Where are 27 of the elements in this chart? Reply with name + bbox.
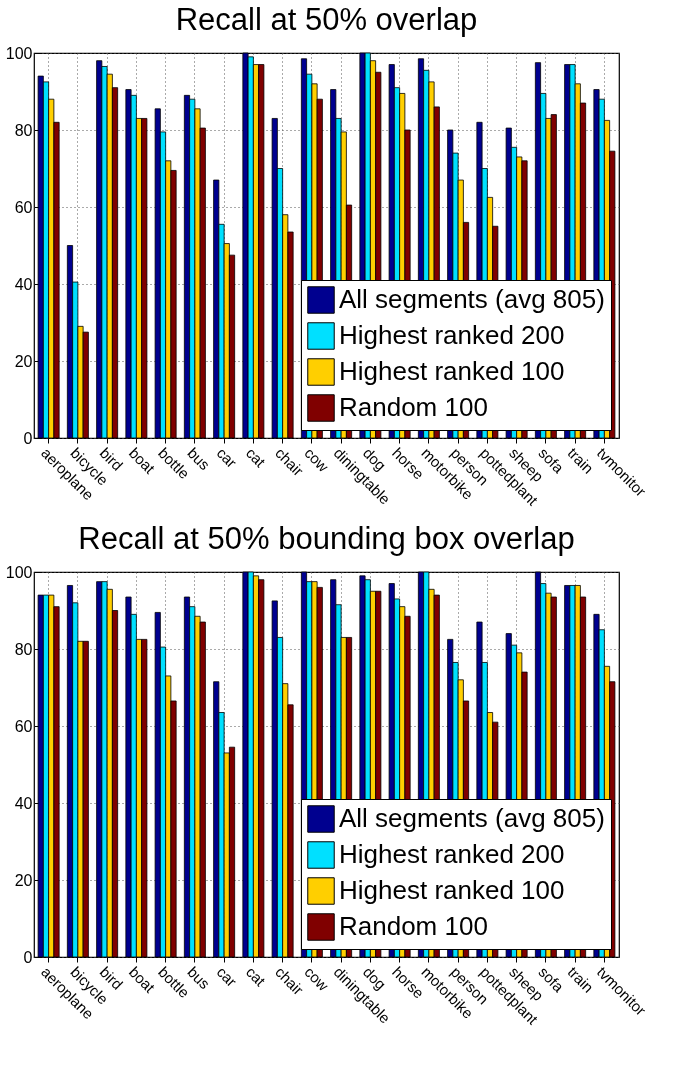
y-tick-label: 100 bbox=[5, 563, 33, 581]
y-tick-label: 80 bbox=[14, 121, 33, 139]
legend-label: Highest ranked 100 bbox=[339, 875, 565, 905]
chart-title: Recall at 50% overlap bbox=[175, 2, 478, 37]
y-tick-label: 60 bbox=[14, 198, 33, 216]
legend-label: Random 100 bbox=[339, 392, 488, 422]
y-tick-label: 0 bbox=[23, 429, 33, 447]
x-tick-label: car bbox=[213, 963, 241, 990]
legend-label: Highest ranked 200 bbox=[339, 839, 565, 869]
y-tick-label: 40 bbox=[14, 794, 33, 812]
y-tick-label: 60 bbox=[14, 717, 33, 735]
y-tick-label: 20 bbox=[14, 352, 33, 370]
y-tick-label: 100 bbox=[5, 44, 33, 62]
x-tick-label: cat bbox=[242, 444, 270, 471]
chart-title: Recall at 50% bounding box overlap bbox=[78, 521, 575, 556]
x-tick-label: car bbox=[213, 444, 241, 471]
bar bbox=[37, 594, 44, 958]
y-tick-label: 20 bbox=[14, 871, 33, 889]
legend-label: Highest ranked 100 bbox=[339, 356, 565, 386]
legend-label: All segments (avg 805) bbox=[339, 803, 605, 833]
legend-label: Random 100 bbox=[339, 911, 488, 941]
x-tick-label: cat bbox=[242, 963, 270, 990]
y-tick-label: 80 bbox=[14, 640, 33, 658]
y-tick-label: 40 bbox=[14, 275, 33, 293]
legend-label: All segments (avg 805) bbox=[339, 284, 605, 314]
legend-label: Highest ranked 200 bbox=[339, 320, 565, 350]
y-tick-label: 0 bbox=[23, 948, 33, 966]
